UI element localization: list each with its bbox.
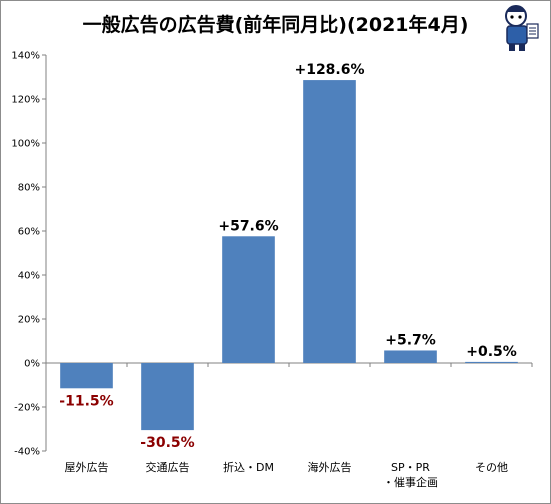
x-category-label: 屋外広告 (65, 461, 109, 474)
data-label: +0.5% (466, 344, 517, 360)
bar (384, 350, 437, 363)
bar (303, 80, 356, 363)
data-label: +5.7% (385, 332, 436, 348)
y-tick-label: 140% (11, 51, 40, 62)
y-tick-label: 120% (11, 95, 40, 106)
data-label: +57.6% (218, 218, 278, 234)
y-tick-label: 80% (18, 183, 40, 194)
y-tick-label: 40% (18, 271, 40, 282)
x-category-label: SP・PR (391, 461, 430, 474)
x-category-label: その他 (475, 461, 508, 474)
bar (60, 363, 113, 389)
x-category-label: 海外広告 (308, 460, 352, 474)
bar (465, 361, 518, 363)
x-category-label: 折込・DM (223, 460, 274, 474)
x-category-label: ・催事企画 (383, 475, 438, 489)
y-tick-label: 0% (24, 359, 40, 370)
chart-title: 一般広告の広告費(前年同月比)(2021年4月) (82, 14, 469, 36)
y-tick-label: -20% (14, 403, 40, 414)
y-tick-label: 20% (18, 315, 40, 326)
data-label: +128.6% (294, 62, 364, 78)
mascot-icon (505, 5, 539, 51)
data-label: -30.5% (140, 435, 194, 451)
bar (222, 236, 275, 363)
y-tick-label: 100% (11, 139, 40, 150)
y-tick-label: -40% (14, 447, 40, 458)
y-tick-label: 60% (18, 227, 40, 238)
data-label: -11.5% (59, 393, 113, 409)
x-category-label: 交通広告 (146, 460, 190, 474)
bar (141, 363, 194, 431)
